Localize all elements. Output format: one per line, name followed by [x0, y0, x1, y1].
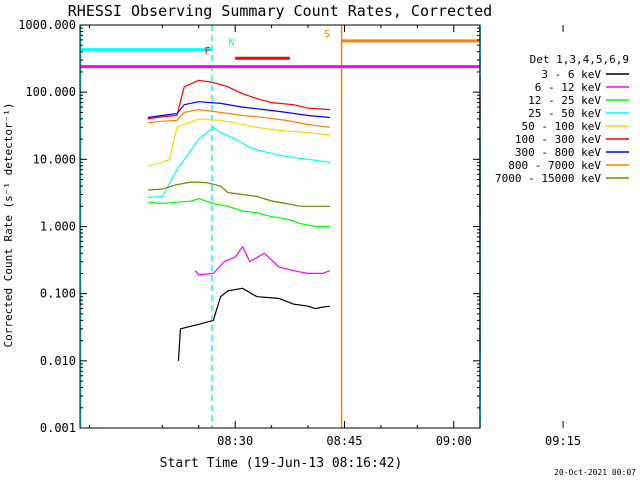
series-line-7-0 — [147, 108, 330, 128]
legend-label-3: 25 - 50 keV — [528, 107, 601, 120]
series-line-4-0 — [147, 118, 330, 167]
y-tick-label-2: 0.100 — [40, 287, 76, 301]
legend-title: Det 1,3,4,5,6,9 — [530, 53, 629, 66]
series-line-6-0 — [147, 101, 330, 119]
series-line-2-0 — [147, 198, 330, 228]
x-axis-label: Start Time (19-Jun-13 08:16:42) — [160, 456, 403, 471]
x-tick-label-0: 08:30 — [217, 434, 253, 448]
series-line-0-0 — [177, 287, 330, 361]
y-tick-label-4: 10.000 — [33, 152, 76, 166]
y-tick-label-1: 0.010 — [40, 354, 76, 368]
series-line-5-0 — [147, 79, 330, 120]
y-tick-label-3: 1.000 — [40, 220, 76, 234]
y-axis-label: Corrected Count Rate (s⁻¹ detector⁻¹) — [2, 102, 15, 347]
x-tick-label-3: 09:15 — [545, 434, 581, 448]
flag-label-0: N — [229, 38, 235, 49]
axes-layer: 0.001 0.010 0.100 1.000 10.000 100.000 1000.00… — [18, 18, 581, 448]
y-tick-label-0: 0.001 — [40, 421, 76, 435]
legend-label-8: 7000 - 15000 keV — [495, 172, 601, 185]
series-line-8-0 — [147, 181, 330, 207]
footer-date: 20-Oct-2021 00:07 — [554, 468, 636, 477]
plot-frame — [79, 24, 481, 429]
series-line-3-0 — [147, 126, 330, 199]
legend-label-4: 50 - 100 keV — [522, 120, 602, 133]
legend-label-6: 300 - 800 keV — [515, 146, 601, 159]
legend-label-2: 12 - 25 keV — [528, 94, 601, 107]
x-tick-label-2: 09:00 — [436, 434, 472, 448]
legend-label-5: 100 - 300 keV — [515, 133, 601, 146]
legend-label-0: 3 - 6 keV — [541, 68, 601, 81]
y-tick-label-5: 100.000 — [25, 85, 76, 99]
legend-label-1: 6 - 12 keV — [535, 81, 602, 94]
chart-title: RHESSI Observing Summary Count Rates, Co… — [68, 2, 492, 20]
legend-label-7: 800 - 7000 keV — [508, 159, 601, 172]
flag-label-2: S — [324, 29, 330, 40]
series-layer — [147, 76, 481, 361]
flag-label-3: F — [204, 46, 210, 57]
series-line-1-0 — [194, 246, 331, 276]
y-tick-label-6: 1000.000 — [18, 18, 76, 32]
x-tick-label-1: 08:45 — [326, 434, 362, 448]
